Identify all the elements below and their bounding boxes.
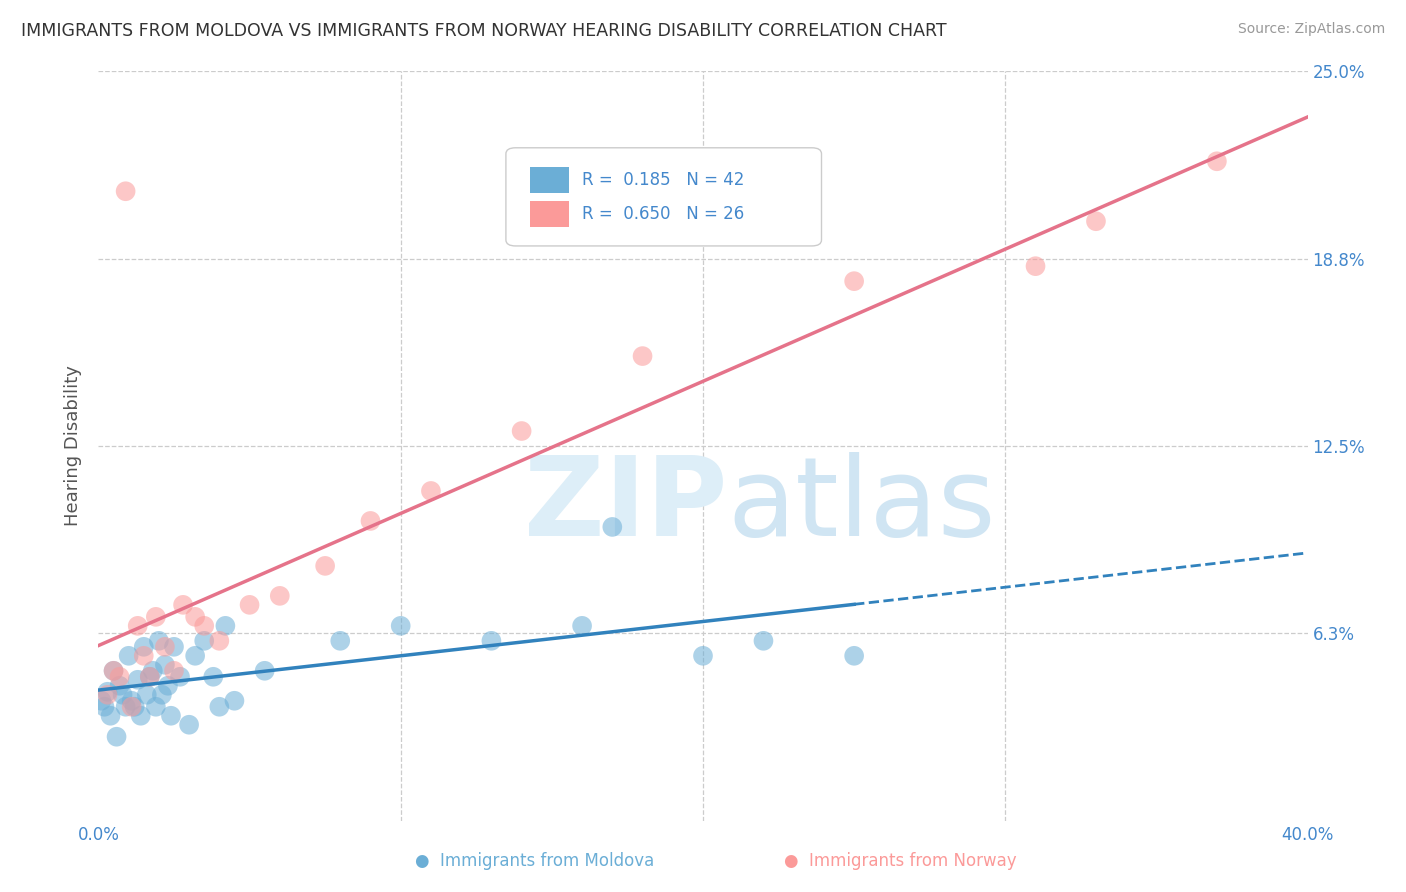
Point [184, 648, 207, 663]
Point [163, 664, 186, 678]
Point [844, 274, 866, 288]
Point [127, 619, 149, 633]
Point [153, 657, 176, 672]
Point [124, 699, 146, 714]
Point [314, 558, 336, 573]
Point [269, 589, 291, 603]
Point [202, 670, 225, 684]
Point [145, 610, 167, 624]
Point [118, 648, 141, 663]
Point [139, 670, 162, 684]
Point [163, 640, 186, 654]
Point [96, 685, 118, 699]
Point [150, 688, 173, 702]
Point [510, 424, 533, 438]
Point [90, 694, 112, 708]
Point [111, 688, 134, 702]
Point [481, 633, 503, 648]
Point [153, 640, 176, 654]
Text: ●  Immigrants from Moldova: ● Immigrants from Moldova [415, 852, 654, 870]
Point [224, 694, 246, 708]
Bar [530, 167, 569, 193]
Point [100, 708, 122, 723]
Text: ZIP: ZIP [524, 452, 727, 559]
Point [156, 679, 179, 693]
Text: Source: ZipAtlas.com: Source: ZipAtlas.com [1237, 22, 1385, 37]
Text: R =  0.650   N = 26: R = 0.650 N = 26 [582, 205, 744, 223]
Point [108, 679, 131, 693]
Point [420, 483, 443, 498]
Bar [530, 202, 569, 227]
Point [239, 598, 262, 612]
Point [1024, 259, 1046, 273]
Point [96, 688, 118, 702]
Point [121, 694, 143, 708]
Text: ●  Immigrants from Norway: ● Immigrants from Norway [783, 852, 1017, 870]
Point [253, 664, 276, 678]
Point [1085, 214, 1108, 228]
Point [103, 664, 125, 678]
Point [214, 619, 236, 633]
Point [139, 670, 162, 684]
Y-axis label: Hearing Disability: Hearing Disability [65, 366, 83, 526]
Point [329, 633, 352, 648]
Text: R =  0.185   N = 42: R = 0.185 N = 42 [582, 170, 744, 188]
Point [602, 520, 624, 534]
Point [114, 184, 136, 198]
FancyBboxPatch shape [506, 148, 821, 246]
Point [114, 699, 136, 714]
Point [142, 664, 165, 678]
Point [208, 699, 231, 714]
Point [108, 670, 131, 684]
Point [844, 648, 866, 663]
Point [132, 640, 155, 654]
Point [148, 633, 170, 648]
Point [93, 699, 115, 714]
Point [571, 619, 593, 633]
Point [132, 648, 155, 663]
Point [208, 633, 231, 648]
Point [145, 699, 167, 714]
Point [193, 633, 215, 648]
Point [360, 514, 382, 528]
Point [172, 598, 194, 612]
Point [169, 670, 191, 684]
Point [193, 619, 215, 633]
Text: atlas: atlas [727, 452, 995, 559]
Point [121, 699, 143, 714]
Point [103, 664, 125, 678]
Point [127, 673, 149, 687]
Point [105, 730, 128, 744]
Point [135, 688, 157, 702]
Point [129, 708, 152, 723]
Point [179, 717, 201, 731]
Point [184, 610, 207, 624]
Point [752, 633, 775, 648]
Point [389, 619, 412, 633]
Point [1206, 154, 1229, 169]
Point [631, 349, 654, 363]
Text: IMMIGRANTS FROM MOLDOVA VS IMMIGRANTS FROM NORWAY HEARING DISABILITY CORRELATION: IMMIGRANTS FROM MOLDOVA VS IMMIGRANTS FR… [21, 22, 946, 40]
Point [692, 648, 714, 663]
Point [160, 708, 183, 723]
